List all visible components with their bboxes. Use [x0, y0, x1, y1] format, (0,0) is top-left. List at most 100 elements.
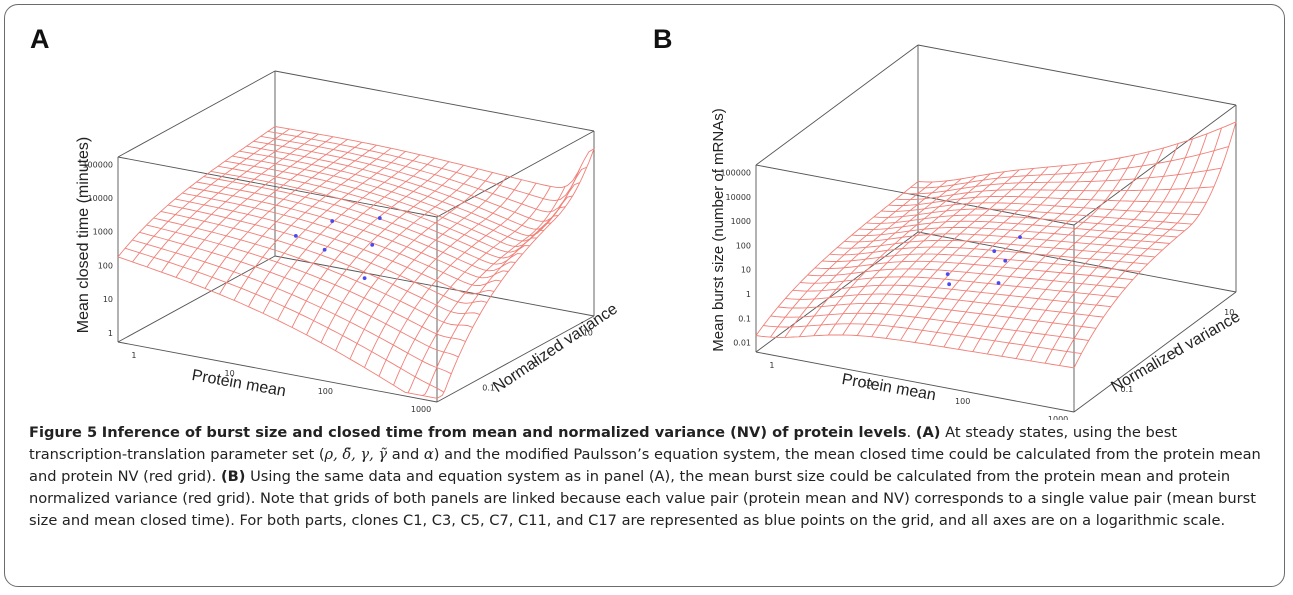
tick-label: 10	[1224, 308, 1234, 317]
surface-grid-line	[335, 172, 493, 351]
clone-point	[945, 272, 950, 277]
tick-label: 100	[736, 241, 751, 250]
box-edge	[436, 315, 595, 403]
surface-grid-line	[903, 167, 1222, 195]
surface-grid-line	[929, 162, 1092, 345]
part-b-text: Using the same data and equation system …	[29, 468, 1256, 529]
box-edge	[917, 44, 1237, 106]
tick-label: 100	[955, 397, 970, 406]
clone-point	[293, 233, 298, 238]
figure-caption: Figure 5 Inference of burst size and clo…	[29, 424, 1261, 529]
panel-a-z-axis-label: Mean closed time (minutes)	[75, 137, 92, 334]
clone-point	[362, 276, 367, 281]
part-a-text-2: and	[387, 446, 424, 463]
tick-label: 0.01	[733, 339, 751, 348]
surface-grid-line	[859, 220, 1178, 238]
surface-grid-line	[407, 186, 566, 394]
surface-grid-line	[986, 151, 1150, 355]
surface-grid-line	[1044, 133, 1208, 364]
surface-grid-line	[253, 140, 573, 222]
surface-grid-line	[1030, 138, 1194, 362]
figure-title: Inference of burst size and closed time …	[101, 424, 907, 441]
surface-grid-line	[139, 231, 459, 358]
tick-label: 1000	[411, 405, 431, 414]
surface-grid-line	[799, 178, 962, 337]
surface-grid-line	[910, 146, 1229, 189]
clone-point	[377, 216, 382, 220]
tick-label: 1	[769, 361, 774, 370]
surface-grid-line	[755, 181, 919, 336]
tick-label: 10000	[726, 193, 751, 202]
surface-grid-line	[1015, 143, 1179, 359]
surface-grid-line	[436, 148, 595, 399]
surface-grid-line	[836, 239, 1156, 258]
clone-point	[996, 281, 1001, 285]
panel-b-surface-grid	[755, 121, 1237, 369]
surface-grid-line	[873, 208, 1192, 225]
box-edge	[274, 255, 595, 317]
tick-label: 100	[98, 261, 113, 270]
figure-frame	[4, 4, 1285, 587]
part-a-text-3: ) and the modified Paulsson’s equation s…	[29, 446, 1261, 485]
tick-label: 1	[131, 351, 136, 360]
surface-grid-line	[888, 195, 1207, 206]
surface-grid-line	[246, 145, 566, 230]
box-edge	[117, 156, 438, 218]
surface-grid-line	[1073, 121, 1237, 369]
clone-point	[370, 242, 375, 247]
panel-a-y-axis-label: Normalized variance	[490, 300, 620, 396]
box-edge	[755, 231, 919, 353]
parameter-symbols: ρ, δ̃, γ, γ̃	[324, 446, 388, 463]
box-edge	[917, 231, 1237, 293]
panel-a-surface-grid	[117, 126, 595, 399]
surface-grid-line	[124, 247, 445, 393]
clone-point	[1018, 235, 1022, 240]
surface-grid-line	[217, 165, 537, 253]
surface-grid-line	[1001, 147, 1165, 357]
tick-label: 1000	[731, 217, 751, 226]
surface-grid-line	[895, 186, 1214, 201]
tick-label: 10	[862, 379, 872, 388]
panel-b-y-axis-label: Normalized variance	[1108, 308, 1243, 396]
tick-label: 1	[1172, 347, 1177, 356]
clone-point	[1003, 258, 1008, 263]
surface-grid-line	[274, 126, 595, 188]
surface-grid-line	[320, 168, 479, 343]
surface-grid-line	[881, 202, 1200, 216]
tick-label: 1	[108, 329, 113, 338]
box-edge	[755, 44, 919, 166]
clone-point	[947, 282, 952, 287]
panel-a-x-axis-label: Protein mean	[190, 367, 287, 400]
surface-grid-line	[393, 186, 551, 386]
panel-b-x-axis-label: Protein mean	[840, 371, 937, 404]
surface-grid-line	[378, 182, 537, 377]
box-edge	[1073, 291, 1237, 413]
surface-grid-line	[153, 217, 473, 328]
surface-grid-line	[871, 167, 1034, 337]
box-edge	[117, 70, 276, 158]
tick-label: 1000	[1048, 415, 1068, 420]
alpha-symbol: α	[423, 446, 434, 463]
surface-grid-line	[291, 161, 450, 328]
figure-label: Figure 5	[29, 424, 98, 441]
surface-grid-line	[306, 164, 464, 336]
box-edge	[1073, 104, 1237, 226]
surface-grid-line	[260, 135, 580, 213]
panel-a-clone-points	[293, 216, 382, 281]
panel-a-3d-plot: 100000 10000 1000 100 10 1 1 10 100 1000 0.1 1 10 Me…	[75, 70, 621, 414]
surface-grid-line	[943, 160, 1107, 348]
box-edge	[274, 70, 595, 132]
surface-grid-line	[203, 176, 523, 265]
surface-grid-line	[224, 160, 545, 247]
tick-label: 10	[583, 328, 593, 337]
part-a-text-1: At steady states, using the best transcr…	[29, 424, 1178, 463]
panel-a-tick-labels: 100000 10000 1000 100 10 1 1 10 100 1000 0.1 1 10	[82, 160, 592, 414]
box-edge	[755, 164, 1075, 226]
surface-grid-line	[917, 121, 1237, 183]
surface-grid-line	[364, 179, 522, 368]
surface-grid-line	[958, 157, 1121, 350]
surface-grid-line	[232, 155, 552, 242]
surface-grid-line	[866, 214, 1185, 232]
tick-label: 10	[225, 369, 235, 378]
panel-b-letter: B	[653, 24, 673, 54]
